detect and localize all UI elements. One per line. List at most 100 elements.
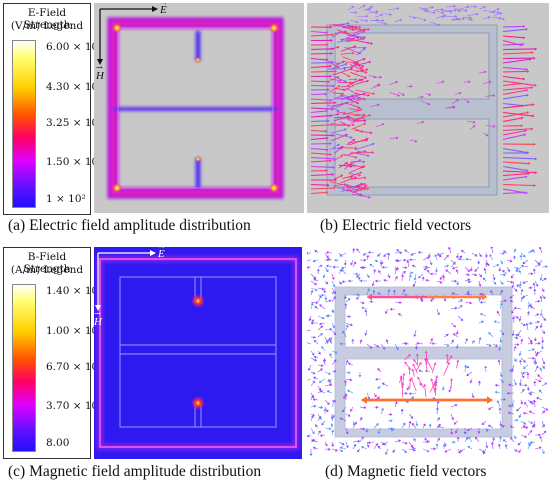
field-vector — [499, 426, 503, 429]
field-vector — [310, 160, 330, 163]
field-vector-head — [467, 278, 471, 282]
field-vector-head — [366, 293, 372, 301]
field-vector-head — [485, 133, 489, 137]
field-vector — [478, 339, 481, 345]
field-vector-head — [359, 279, 363, 283]
field-vector-head — [511, 403, 515, 407]
field-vector-head — [431, 6, 434, 10]
field-vector — [315, 279, 319, 282]
field-vector-head — [356, 449, 360, 453]
field-vector — [502, 94, 527, 100]
svg-text:→: → — [158, 247, 165, 252]
field-vector — [464, 292, 469, 296]
field-vector-head — [502, 439, 506, 442]
field-vector-head — [524, 435, 528, 438]
field-vector — [370, 85, 379, 89]
field-vector — [324, 280, 327, 283]
field-vector — [324, 294, 326, 299]
field-vector — [483, 132, 487, 136]
field-vector — [307, 329, 312, 332]
field-vector — [331, 63, 346, 70]
field-vector-head — [433, 362, 437, 366]
field-vector-head — [415, 423, 419, 427]
field-vector-head — [312, 371, 316, 375]
field-vector-head — [503, 250, 506, 254]
field-vector — [347, 38, 363, 43]
field-vector — [468, 427, 473, 431]
field-vector — [352, 420, 355, 424]
field-vector — [307, 378, 312, 381]
field-vector — [475, 266, 480, 271]
field-vector — [499, 300, 505, 303]
field-vector — [462, 251, 466, 254]
field-vector-head — [352, 247, 356, 251]
field-vector — [425, 93, 430, 95]
field-vector-head — [501, 380, 504, 383]
field-vector — [484, 448, 487, 453]
field-vector-head — [355, 272, 359, 276]
field-vector — [479, 71, 485, 74]
field-vector — [502, 112, 527, 118]
field-vector — [426, 360, 433, 371]
field-vector-head — [376, 405, 379, 409]
field-vector-head — [347, 371, 351, 375]
field-vector-head — [366, 254, 370, 258]
field-vector — [457, 315, 462, 320]
field-vector-head — [481, 422, 485, 426]
field-vector — [338, 448, 342, 451]
field-vector-head — [512, 316, 516, 319]
field-vector — [359, 406, 364, 408]
field-vector — [534, 264, 539, 268]
field-vector — [512, 308, 515, 312]
field-vector — [499, 329, 503, 334]
field-vector-head — [465, 257, 469, 261]
field-vector-head — [522, 24, 526, 28]
field-vector — [335, 133, 351, 138]
field-vector-head — [518, 318, 522, 322]
field-vector — [364, 7, 371, 11]
field-vector — [414, 273, 417, 279]
field-vector — [414, 360, 419, 366]
field-vector-head — [326, 314, 329, 318]
field-vector — [349, 103, 359, 108]
field-vector-head — [486, 263, 490, 267]
field-vector-head — [502, 251, 505, 255]
field-vector-head — [541, 451, 545, 454]
field-vector-head — [359, 28, 363, 32]
field-vector-head — [368, 7, 372, 11]
field-vector-head — [331, 33, 335, 37]
field-vector-head — [310, 289, 314, 293]
field-vector-head — [362, 92, 366, 96]
field-vector — [310, 34, 332, 37]
field-vector-head — [321, 316, 325, 320]
field-vector-head — [429, 272, 433, 276]
field-vector-head — [323, 358, 327, 361]
field-vector-head — [449, 377, 453, 381]
field-vector-head — [377, 396, 381, 400]
field-vector-head — [344, 128, 348, 132]
field-vector — [497, 385, 501, 387]
field-vector — [317, 385, 320, 389]
svg-text:→: → — [160, 3, 167, 8]
field-vector-head — [516, 315, 519, 319]
field-vector-head — [493, 320, 497, 324]
field-vector-head — [476, 12, 479, 16]
field-vector-head — [360, 445, 364, 449]
field-vector-head — [473, 120, 476, 124]
field-vector — [349, 390, 354, 394]
b-legend-tick: 6.70 × 10³ — [46, 361, 103, 373]
field-vector — [496, 392, 501, 394]
field-vector-head — [510, 280, 514, 284]
field-vector-head — [524, 383, 528, 387]
field-vector — [534, 378, 540, 382]
field-vector-head — [416, 341, 419, 345]
field-vector-head — [514, 334, 518, 337]
field-vector — [317, 364, 322, 366]
field-vector-head — [318, 387, 322, 391]
field-vector — [344, 47, 360, 54]
field-vector-head — [310, 415, 314, 419]
field-vector-head — [497, 359, 501, 363]
field-vector — [534, 314, 538, 317]
field-vector-head — [408, 274, 412, 278]
field-vector-head — [542, 296, 546, 300]
